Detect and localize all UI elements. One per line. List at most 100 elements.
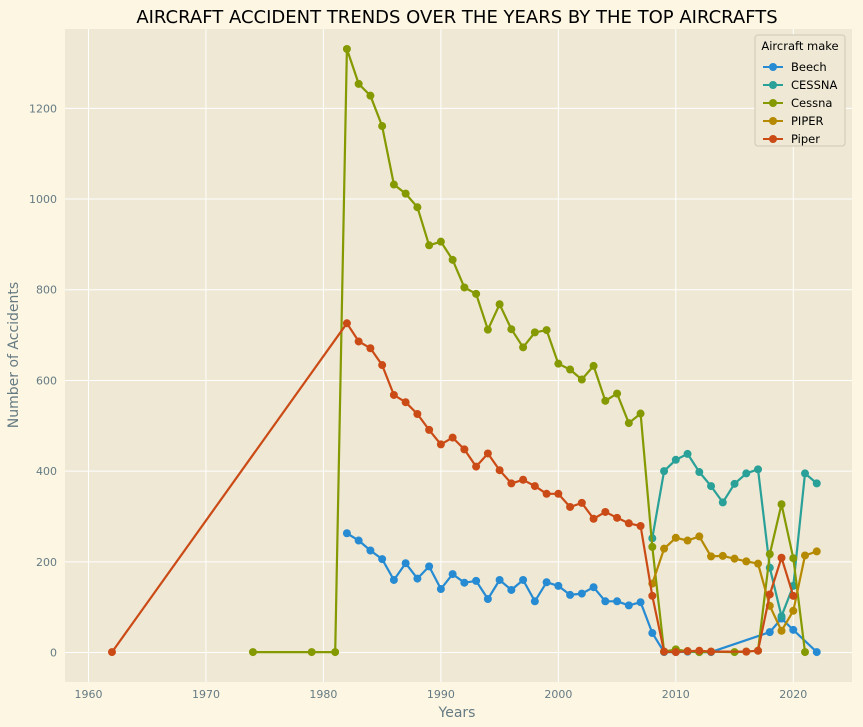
data-point-piper — [765, 590, 774, 599]
legend-marker-beech — [769, 63, 777, 71]
data-point-piper — [436, 440, 445, 449]
data-point-piper — [707, 647, 716, 656]
legend: Aircraft make Beech CESSNA Cessna PIPER Piper — [754, 34, 846, 147]
data-point-piper — [789, 591, 798, 600]
data-point-cessna — [342, 44, 351, 53]
data-point-cessna — [754, 465, 763, 474]
data-point-piper — [671, 648, 680, 657]
legend-title: Aircraft make — [761, 39, 838, 53]
data-point-beech — [436, 585, 445, 594]
data-point-beech — [601, 597, 610, 606]
data-point-piper — [754, 559, 763, 568]
data-point-piper — [624, 519, 633, 528]
data-point-cessna — [566, 365, 575, 374]
data-point-piper — [554, 489, 563, 498]
data-point-piper — [107, 648, 116, 657]
data-point-piper — [683, 647, 692, 656]
data-point-cessna — [648, 542, 657, 551]
data-point-cessna — [460, 283, 469, 292]
data-point-cessna — [812, 479, 821, 488]
data-point-cessna — [519, 343, 528, 352]
data-point-piper — [378, 361, 387, 370]
data-point-cessna — [730, 479, 739, 488]
data-point-cessna — [777, 500, 786, 509]
data-point-cessna — [695, 468, 704, 477]
data-point-piper — [448, 433, 457, 442]
gridlines — [65, 29, 852, 682]
data-point-piper — [460, 445, 469, 454]
data-point-cessna — [248, 648, 257, 657]
data-point-piper — [530, 482, 539, 491]
data-point-piper — [401, 398, 410, 407]
data-point-piper — [801, 551, 810, 560]
y-tick-label: 200 — [36, 556, 57, 569]
data-point-piper — [483, 449, 492, 458]
data-point-beech — [389, 575, 398, 584]
data-point-beech — [507, 585, 516, 594]
data-point-piper — [636, 522, 645, 531]
data-point-piper — [413, 409, 422, 418]
data-point-piper — [707, 552, 716, 561]
y-tick-label: 1000 — [29, 193, 57, 206]
data-point-beech — [460, 578, 469, 587]
data-point-beech — [624, 601, 633, 610]
y-tick-label: 1200 — [29, 102, 57, 115]
legend-marker-piper — [769, 135, 777, 143]
data-point-beech — [354, 536, 363, 545]
y-tick-label: 600 — [36, 374, 57, 387]
data-point-cessna — [742, 469, 751, 478]
x-tick-label: 1960 — [74, 688, 102, 701]
legend-entry-piper: Piper — [791, 132, 820, 146]
data-point-piper — [660, 544, 669, 553]
y-tick-label: 400 — [36, 465, 57, 478]
data-point-piper — [354, 337, 363, 346]
data-point-cessna — [425, 241, 434, 250]
data-point-cessna — [378, 122, 387, 131]
data-point-cessna — [448, 255, 457, 264]
data-point-cessna — [413, 203, 422, 212]
data-point-piper — [812, 547, 821, 556]
data-point-beech — [378, 555, 387, 564]
data-point-cessna — [777, 612, 786, 621]
y-axis-label: Number of Accidents — [6, 282, 22, 428]
data-point-cessna — [671, 455, 680, 464]
data-point-piper — [519, 475, 528, 484]
data-point-cessna — [366, 91, 375, 100]
plot-area — [65, 29, 852, 682]
data-point-cessna — [636, 409, 645, 418]
data-point-cessna — [331, 648, 340, 657]
data-point-cessna — [554, 359, 563, 368]
data-point-cessna — [613, 389, 622, 398]
legend-entry-cessna: Cessna — [791, 96, 832, 110]
data-point-beech — [613, 597, 622, 606]
data-point-beech — [789, 625, 798, 634]
data-point-beech — [589, 583, 598, 592]
data-point-cessna — [801, 648, 810, 657]
data-point-cessna — [530, 328, 539, 337]
data-point-piper — [601, 507, 610, 516]
data-point-beech — [812, 648, 821, 657]
data-point-cessna — [307, 648, 316, 657]
data-point-beech — [342, 529, 351, 538]
data-point-piper — [718, 551, 727, 560]
data-point-beech — [401, 559, 410, 568]
legend-marker-cessna — [769, 81, 777, 89]
data-point-beech — [577, 589, 586, 598]
data-point-piper — [695, 532, 704, 541]
series-cessna — [248, 44, 810, 657]
data-point-piper — [366, 344, 375, 353]
data-point-piper — [577, 498, 586, 507]
data-point-piper — [683, 536, 692, 545]
legend-entry-beech: Beech — [791, 60, 827, 74]
x-tick-label: 1980 — [309, 688, 337, 701]
data-point-piper — [472, 462, 481, 471]
data-point-beech — [648, 629, 657, 638]
x-tick-label: 2010 — [662, 688, 690, 701]
data-point-beech — [636, 598, 645, 607]
data-point-beech — [413, 574, 422, 583]
data-point-cessna — [483, 325, 492, 334]
data-point-cessna — [389, 180, 398, 189]
data-point-beech — [495, 575, 504, 584]
